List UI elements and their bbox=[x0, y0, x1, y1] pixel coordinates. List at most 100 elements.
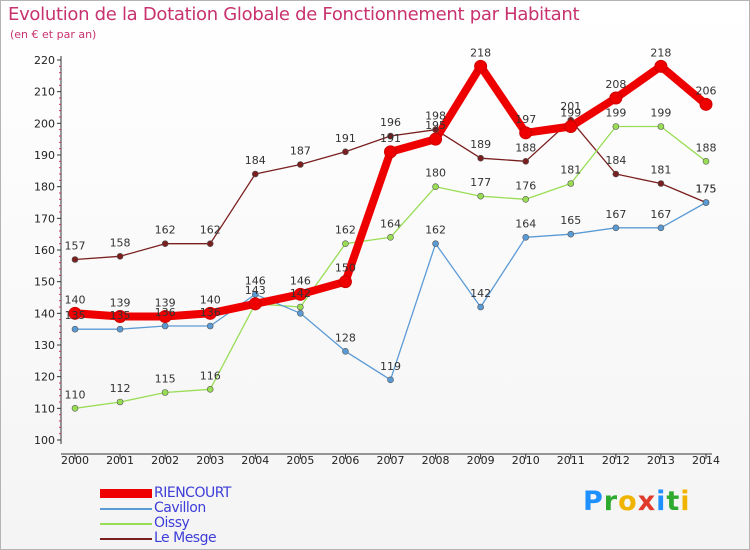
x-tick-label: 2009 bbox=[467, 454, 495, 467]
data-point bbox=[564, 120, 578, 133]
x-tick-label: 2007 bbox=[377, 454, 405, 467]
data-label: 196 bbox=[380, 116, 401, 129]
data-label: 128 bbox=[335, 331, 356, 344]
data-label: 197 bbox=[515, 113, 536, 126]
y-tick-label: 150 bbox=[34, 276, 55, 289]
chart-title: Evolution de la Dotation Globale de Fonc… bbox=[8, 4, 580, 25]
data-point bbox=[71, 256, 79, 263]
data-point bbox=[251, 170, 259, 178]
data-label: 191 bbox=[380, 132, 401, 145]
data-label: 115 bbox=[155, 373, 176, 386]
legend-swatch bbox=[100, 523, 152, 525]
data-label: 162 bbox=[335, 224, 356, 237]
data-point bbox=[429, 132, 443, 146]
data-point bbox=[567, 230, 575, 238]
data-point bbox=[519, 126, 533, 140]
data-label: 116 bbox=[200, 369, 221, 382]
data-label: 199 bbox=[560, 107, 581, 120]
data-point bbox=[522, 196, 530, 203]
y-tick-label: 200 bbox=[34, 117, 55, 130]
y-tick-label: 190 bbox=[34, 149, 55, 162]
legend-label: Oissy bbox=[154, 515, 190, 531]
x-tick-label: 2006 bbox=[331, 454, 359, 467]
x-tick-label: 2000 bbox=[61, 454, 89, 467]
data-label: 175 bbox=[696, 183, 717, 196]
data-point bbox=[657, 123, 665, 130]
x-tick-label: 2013 bbox=[647, 454, 675, 467]
data-point bbox=[297, 310, 304, 317]
data-label: 187 bbox=[290, 145, 311, 158]
y-tick-label: 140 bbox=[34, 307, 55, 320]
data-point bbox=[206, 240, 214, 247]
data-label: 165 bbox=[560, 214, 581, 227]
data-label: 181 bbox=[560, 164, 581, 177]
data-label: 119 bbox=[380, 360, 401, 373]
data-point bbox=[522, 234, 530, 241]
data-label: 146 bbox=[245, 274, 266, 287]
data-label: 167 bbox=[605, 208, 626, 221]
logo-letter: o bbox=[618, 486, 638, 517]
data-point bbox=[567, 180, 575, 187]
legend-swatch bbox=[100, 538, 152, 540]
data-point bbox=[161, 389, 169, 396]
data-point bbox=[474, 59, 488, 73]
data-point bbox=[387, 132, 394, 140]
x-tick-label: 2001 bbox=[106, 454, 134, 467]
legend-label: Cavillon bbox=[154, 500, 206, 516]
data-label: 206 bbox=[696, 84, 717, 97]
data-label: 188 bbox=[696, 141, 717, 154]
legend-label: RIENCOURT bbox=[154, 485, 231, 501]
data-point bbox=[477, 154, 484, 162]
data-point bbox=[387, 234, 394, 241]
x-tick-label: 2012 bbox=[602, 454, 630, 467]
data-label: 135 bbox=[65, 309, 86, 322]
data-label: 184 bbox=[245, 154, 266, 167]
logo-letter: i bbox=[656, 486, 667, 517]
data-label: 199 bbox=[605, 107, 626, 120]
logo-letter: i bbox=[680, 486, 691, 517]
axes: 100 110 120 130 140 150 160 170 180 190 200 210 220 2… bbox=[34, 54, 720, 467]
data-labels: 140 139 139 140 146 150 218 197 208 218 206 135 135 1… bbox=[65, 46, 717, 401]
data-point bbox=[387, 376, 394, 384]
data-point bbox=[384, 145, 397, 159]
x-tick-label: 2014 bbox=[692, 454, 720, 467]
data-point bbox=[206, 386, 214, 393]
legend-swatch bbox=[100, 489, 152, 498]
data-label: 146 bbox=[290, 274, 311, 287]
data-label: 181 bbox=[650, 164, 671, 177]
data-label: 140 bbox=[65, 293, 86, 306]
data-point bbox=[297, 303, 304, 311]
data-point bbox=[161, 240, 169, 247]
logo-letter: x bbox=[637, 486, 657, 517]
y-tick-label: 170 bbox=[34, 212, 55, 225]
data-label: 142 bbox=[290, 287, 311, 300]
data-label: 177 bbox=[470, 176, 491, 189]
x-tick-label: 2003 bbox=[196, 454, 224, 467]
data-point bbox=[342, 148, 349, 156]
data-label: 180 bbox=[425, 167, 446, 180]
data-label: 175 bbox=[696, 183, 717, 196]
data-point bbox=[477, 303, 484, 311]
data-label: 136 bbox=[155, 306, 176, 319]
data-point bbox=[342, 240, 349, 247]
data-point bbox=[203, 306, 217, 320]
data-label: 158 bbox=[110, 236, 131, 249]
logo-letter: t bbox=[666, 486, 681, 517]
data-label: 189 bbox=[470, 138, 491, 151]
y-tick-label: 130 bbox=[34, 339, 55, 352]
logo-letter: r bbox=[603, 486, 619, 517]
data-label: 176 bbox=[515, 179, 536, 192]
legend-swatch bbox=[100, 508, 152, 510]
data-label: 188 bbox=[515, 141, 536, 154]
data-label: 201 bbox=[560, 100, 581, 113]
data-point bbox=[612, 170, 620, 178]
data-label: 218 bbox=[470, 46, 491, 59]
data-label: 157 bbox=[65, 240, 86, 253]
data-point bbox=[71, 405, 79, 412]
data-label: 191 bbox=[335, 132, 356, 145]
data-point bbox=[71, 325, 79, 333]
data-point bbox=[116, 253, 124, 260]
data-point bbox=[657, 224, 665, 232]
chart-subtitle: (en € et par an) bbox=[10, 28, 97, 41]
